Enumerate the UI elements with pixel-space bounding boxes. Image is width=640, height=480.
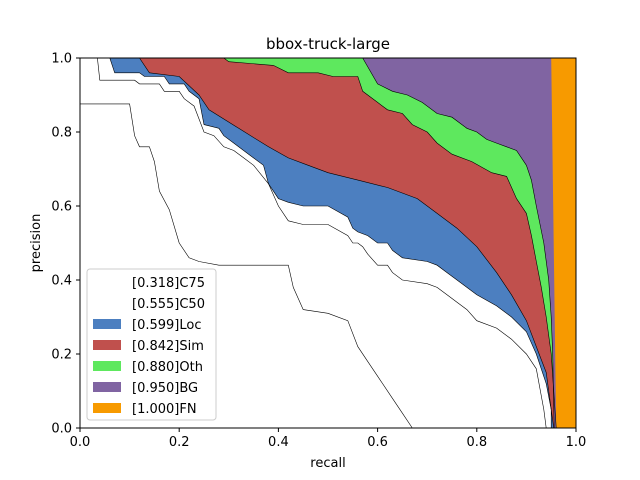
- y-tick-label: 0.4: [51, 274, 72, 289]
- legend-label-fn: [1.000]FN: [132, 402, 197, 417]
- legend-swatch-c75: [93, 277, 121, 287]
- legend: [0.318]C75 [0.555]C50 [0.599]Loc [0.842]Sim…: [86, 268, 217, 421]
- chart-title: bbox-truck-large: [266, 35, 390, 53]
- area-bg: [228, 58, 577, 428]
- line-c75: [80, 103, 413, 429]
- legend-swatch-c50: [93, 298, 121, 308]
- line-loc: [109, 57, 552, 428]
- legend-label-bg: [0.950]BG: [132, 381, 198, 396]
- x-tick-label: 0.2: [169, 435, 190, 450]
- legend-swatch-oth: [93, 361, 121, 371]
- legend-swatch-loc: [93, 319, 121, 329]
- y-tick-label: 0.8: [51, 126, 72, 141]
- x-tick-label: 0.0: [70, 435, 91, 450]
- legend-swatch-fn: [93, 403, 121, 413]
- boundary-lines: [80, 57, 557, 429]
- area-oth: [223, 58, 577, 428]
- y-tick-label: 1.0: [51, 52, 72, 67]
- y-tick-label: 0.6: [51, 200, 72, 215]
- plot-frame: [79, 57, 577, 429]
- line-oth: [223, 57, 557, 429]
- x-tick-label: 0.6: [367, 435, 388, 450]
- x-tick-label: 1.0: [566, 435, 587, 450]
- y-axis-label: precision: [29, 214, 44, 273]
- legend-label-c50: [0.555]C50: [132, 297, 205, 312]
- legend-swatch-sim: [93, 340, 121, 350]
- line-sim: [139, 57, 554, 429]
- legend-label-sim: [0.842]Sim: [132, 339, 204, 354]
- line-c50: [97, 57, 547, 429]
- x-axis: 0.0 0.2 0.4 0.6 0.8 1.0: [70, 428, 587, 450]
- x-axis-label: recall: [310, 456, 345, 471]
- legend-swatch-bg: [93, 382, 121, 392]
- y-tick-label: 0.2: [51, 348, 72, 363]
- y-tick-label: 0.0: [51, 422, 72, 437]
- line-bg: [228, 57, 555, 429]
- x-tick-label: 0.8: [466, 435, 487, 450]
- y-axis: 0.0 0.2 0.4 0.6 0.8 1.0: [51, 52, 80, 437]
- legend-label-oth: [0.880]Oth: [132, 360, 203, 375]
- x-tick-label: 0.4: [268, 435, 289, 450]
- legend-label-c75: [0.318]C75: [132, 276, 205, 291]
- area-layers: [80, 58, 577, 428]
- area-fn: [551, 58, 576, 428]
- legend-label-loc: [0.599]Loc: [132, 318, 201, 333]
